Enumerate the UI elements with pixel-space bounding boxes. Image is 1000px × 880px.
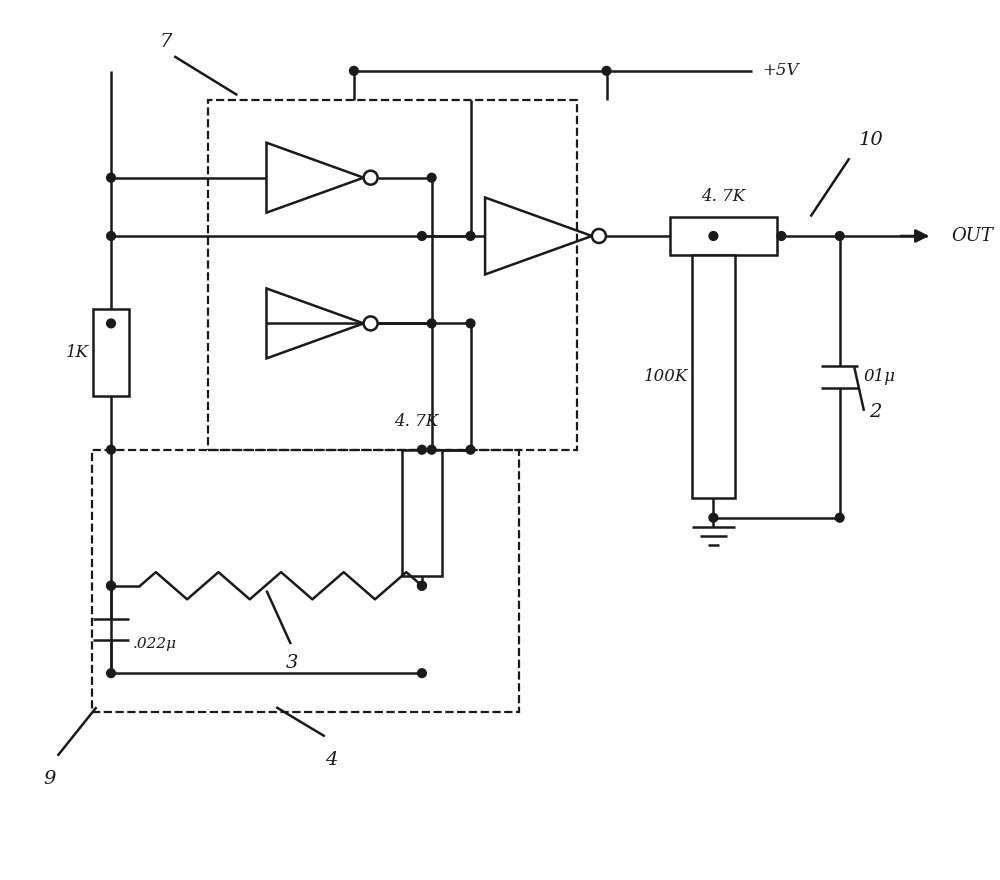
Text: OUT: OUT <box>951 227 993 245</box>
Circle shape <box>107 582 115 590</box>
Circle shape <box>107 445 115 454</box>
Circle shape <box>107 231 115 240</box>
Circle shape <box>364 317 378 330</box>
Text: 3: 3 <box>286 654 298 671</box>
Circle shape <box>418 582 426 590</box>
Bar <box>692 255 735 498</box>
Bar <box>670 216 777 255</box>
Circle shape <box>427 173 436 182</box>
Circle shape <box>107 173 115 182</box>
Circle shape <box>835 513 844 522</box>
Text: 9: 9 <box>43 770 55 788</box>
Circle shape <box>364 171 378 185</box>
Circle shape <box>418 669 426 678</box>
Circle shape <box>418 582 426 590</box>
Text: 7: 7 <box>160 33 172 51</box>
Circle shape <box>107 319 115 327</box>
Bar <box>402 450 442 576</box>
Text: 4. 7K: 4. 7K <box>394 414 438 430</box>
Circle shape <box>466 231 475 240</box>
Text: 2: 2 <box>869 402 881 421</box>
Circle shape <box>418 445 426 454</box>
Bar <box>92 450 519 712</box>
Circle shape <box>418 231 426 240</box>
Circle shape <box>709 231 718 240</box>
Circle shape <box>592 229 606 243</box>
Circle shape <box>709 513 718 522</box>
Text: 4. 7K: 4. 7K <box>701 188 745 205</box>
Circle shape <box>427 319 436 327</box>
Circle shape <box>107 582 115 590</box>
Circle shape <box>427 445 436 454</box>
Circle shape <box>602 67 611 75</box>
Circle shape <box>350 67 358 75</box>
Text: 4: 4 <box>325 751 337 769</box>
Bar <box>93 309 129 396</box>
Bar <box>208 100 577 450</box>
Text: 01μ: 01μ <box>864 369 896 385</box>
Circle shape <box>466 445 475 454</box>
Text: 1K: 1K <box>66 344 89 361</box>
Circle shape <box>777 231 786 240</box>
Text: 10: 10 <box>859 130 884 149</box>
Circle shape <box>107 669 115 678</box>
Circle shape <box>835 231 844 240</box>
Text: 100K: 100K <box>643 369 688 385</box>
Text: .022μ: .022μ <box>132 637 176 651</box>
Text: +5V: +5V <box>762 62 798 79</box>
Circle shape <box>466 319 475 327</box>
